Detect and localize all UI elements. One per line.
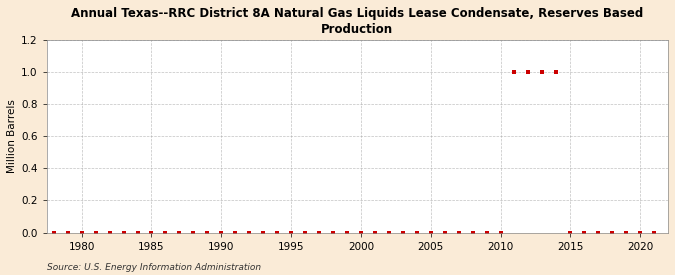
Title: Annual Texas--RRC District 8A Natural Gas Liquids Lease Condensate, Reserves Bas: Annual Texas--RRC District 8A Natural Ga…: [72, 7, 643, 36]
Text: Source: U.S. Energy Information Administration: Source: U.S. Energy Information Administ…: [47, 263, 261, 272]
Y-axis label: Million Barrels: Million Barrels: [7, 99, 17, 173]
